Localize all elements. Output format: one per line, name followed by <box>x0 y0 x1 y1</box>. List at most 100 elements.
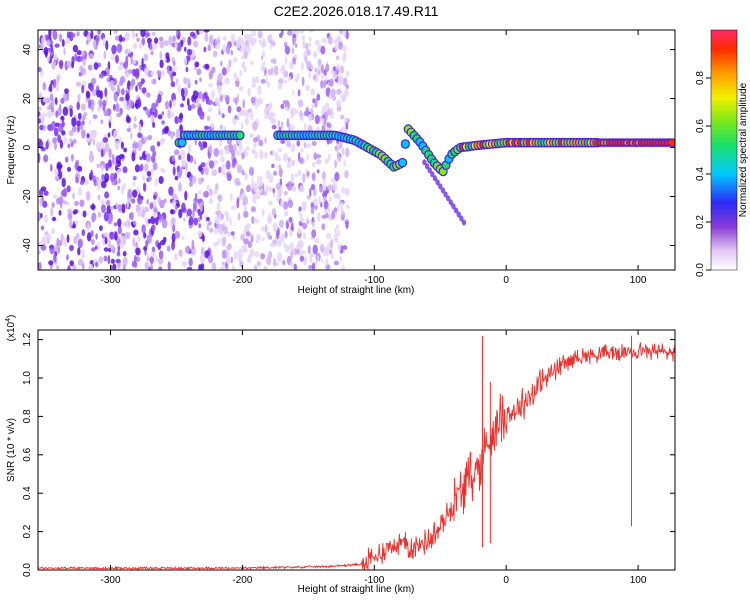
noise-speckle <box>97 211 102 218</box>
y-tick-label: 0.0 <box>22 563 33 577</box>
noise-speckle <box>38 66 42 73</box>
noise-speckle <box>212 159 219 165</box>
noise-speckle <box>200 202 203 212</box>
snr-x-label: Height of straight line (km) <box>298 584 415 595</box>
snr-series-line <box>38 342 675 570</box>
noise-speckle <box>257 85 262 96</box>
x-tick-label: -100 <box>364 275 384 286</box>
noise-speckle <box>312 74 317 81</box>
noise-speckle <box>303 122 307 131</box>
noise-speckle <box>54 175 60 181</box>
noise-speckle <box>329 196 332 203</box>
noise-speckle <box>52 78 57 89</box>
noise-speckle <box>199 111 205 120</box>
noise-speckle <box>327 153 331 162</box>
figure-title: C2E2.2026.018.17.49.R11 <box>274 3 439 19</box>
noise-speckle <box>286 162 291 169</box>
noise-speckle <box>76 101 80 111</box>
noise-speckle <box>158 36 164 41</box>
noise-speckle <box>221 163 227 170</box>
noise-speckle <box>256 175 260 185</box>
noise-speckle <box>317 64 322 70</box>
noise-speckle <box>88 263 94 270</box>
noise-speckle <box>172 71 177 77</box>
noise-speckle <box>50 125 54 131</box>
noise-speckle <box>53 53 58 61</box>
noise-speckle <box>336 55 340 61</box>
noise-speckle <box>123 99 128 109</box>
noise-speckle <box>345 30 349 40</box>
noise-speckle <box>126 128 132 132</box>
noise-speckle <box>113 222 118 227</box>
noise-speckle <box>175 30 179 35</box>
noise-speckle <box>194 91 199 97</box>
noise-speckle <box>191 239 195 250</box>
noise-speckle <box>301 61 304 71</box>
noise-speckle <box>220 213 225 221</box>
noise-speckle <box>202 94 205 103</box>
noise-speckle <box>229 218 232 226</box>
noise-speckle <box>276 240 282 247</box>
noise-speckle <box>198 177 203 185</box>
noise-speckle <box>302 173 306 184</box>
noise-speckle <box>88 119 92 126</box>
noise-speckle <box>143 232 147 239</box>
noise-speckle <box>292 36 295 46</box>
noise-speckle <box>85 190 91 201</box>
noise-speckle <box>104 142 110 153</box>
noise-speckle <box>261 38 267 48</box>
noise-speckle <box>183 217 186 222</box>
noise-speckle <box>322 183 327 192</box>
noise-speckle <box>235 181 241 186</box>
noise-speckle <box>307 113 313 122</box>
noise-speckle <box>293 186 297 192</box>
noise-speckle <box>207 254 214 264</box>
noise-speckle <box>255 76 259 84</box>
noise-speckle <box>126 116 131 124</box>
noise-speckle <box>151 102 157 112</box>
noise-speckle <box>224 145 230 155</box>
noise-speckle <box>306 143 312 149</box>
noise-speckle <box>320 80 324 89</box>
noise-speckle <box>214 216 220 225</box>
noise-speckle <box>88 53 94 59</box>
noise-speckle <box>243 210 249 218</box>
noise-speckle <box>167 261 171 270</box>
noise-speckle <box>144 206 149 213</box>
noise-speckle <box>137 235 141 243</box>
noise-speckle <box>49 83 53 93</box>
noise-speckle <box>300 217 305 224</box>
noise-speckle <box>120 141 124 149</box>
noise-speckle <box>306 49 311 56</box>
snr-y-axis: 0.0 0.2 0.4 0.6 0.8 1.0 1.2 <box>22 332 675 577</box>
noise-speckle <box>113 30 118 35</box>
noise-speckle <box>178 154 182 161</box>
noise-speckle <box>197 216 201 222</box>
noise-speckle <box>77 124 80 133</box>
noise-speckle <box>302 222 308 230</box>
noise-speckle <box>250 111 254 121</box>
noise-speckle <box>144 163 149 173</box>
noise-speckle <box>93 129 97 139</box>
noise-speckle <box>203 141 208 149</box>
noise-speckle <box>208 160 215 169</box>
noise-speckle <box>264 137 267 144</box>
noise-speckle <box>283 242 287 248</box>
noise-speckle <box>48 244 54 249</box>
y-tick-label: -20 <box>22 189 33 204</box>
noise-speckle <box>247 241 252 249</box>
noise-speckle <box>134 68 140 78</box>
noise-speckle <box>182 95 186 101</box>
noise-speckle <box>321 38 327 43</box>
noise-speckle <box>267 81 271 88</box>
noise-speckle <box>217 194 223 203</box>
noise-speckle <box>213 189 218 195</box>
noise-speckle <box>313 188 317 197</box>
noise-speckle <box>52 194 58 199</box>
noise-speckle <box>96 242 101 251</box>
noise-speckle <box>118 34 123 43</box>
noise-speckle <box>217 72 223 83</box>
noise-speckle <box>343 30 346 38</box>
noise-speckle <box>321 74 324 80</box>
noise-speckle <box>203 46 207 53</box>
